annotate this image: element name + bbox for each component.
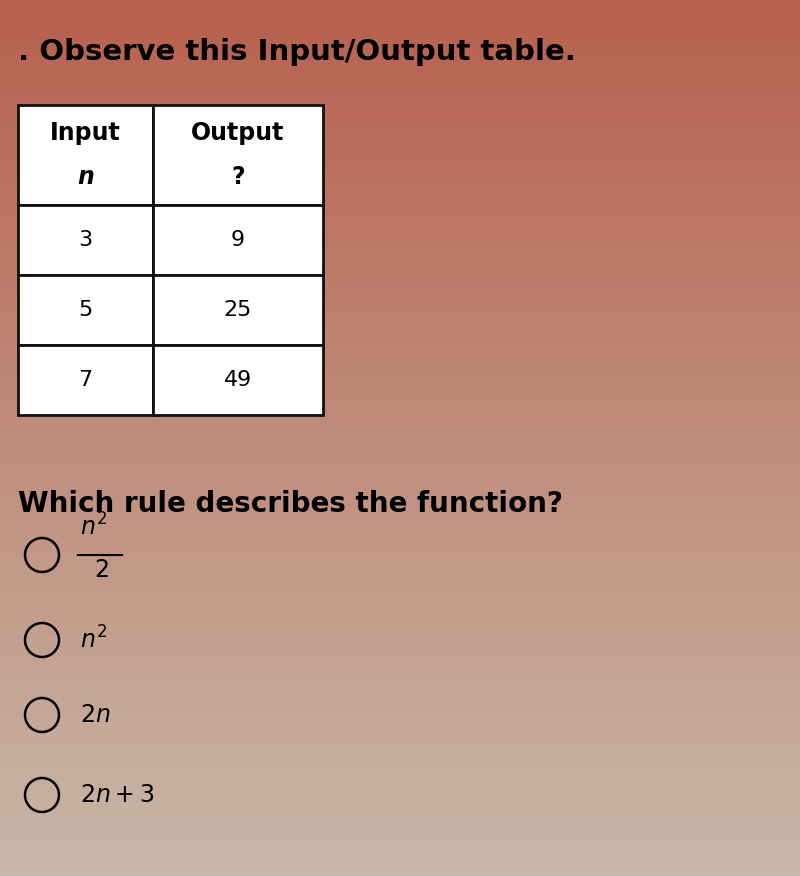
Text: 49: 49 <box>224 370 252 390</box>
Bar <box>153 205 323 275</box>
Bar <box>153 275 323 345</box>
Text: 2: 2 <box>94 558 109 582</box>
Text: Output: Output <box>191 121 285 145</box>
Text: $n^2$: $n^2$ <box>80 514 107 541</box>
Text: Input: Input <box>50 121 121 145</box>
Text: $2n + 3$: $2n + 3$ <box>80 783 154 807</box>
Bar <box>18 205 153 275</box>
Bar <box>18 275 153 345</box>
Text: . Observe this Input/Output table.: . Observe this Input/Output table. <box>18 38 576 66</box>
Text: 3: 3 <box>78 230 93 250</box>
Bar <box>18 345 153 415</box>
Bar <box>153 105 323 205</box>
Text: 7: 7 <box>78 370 93 390</box>
Text: Which rule describes the function?: Which rule describes the function? <box>18 490 563 518</box>
Text: 25: 25 <box>224 300 252 320</box>
Text: ?: ? <box>231 165 245 189</box>
Text: 5: 5 <box>78 300 93 320</box>
Text: $n^2$: $n^2$ <box>80 626 107 653</box>
Text: 9: 9 <box>231 230 245 250</box>
Bar <box>18 105 153 205</box>
Text: $2n$: $2n$ <box>80 703 110 727</box>
Text: n: n <box>77 165 94 189</box>
Bar <box>153 345 323 415</box>
